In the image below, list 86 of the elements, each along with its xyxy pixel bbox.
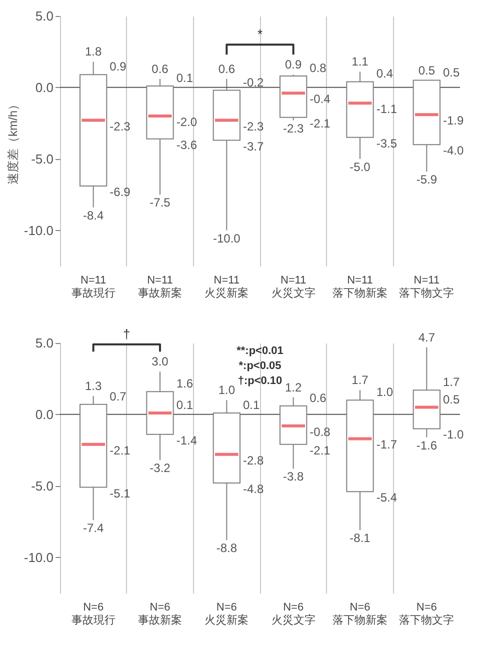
annotation: 0.7 bbox=[110, 389, 127, 404]
x-tick-label: N=6 火災文字 bbox=[271, 602, 316, 626]
annotation: 0.4 bbox=[376, 66, 394, 81]
annotation: -2.1 bbox=[110, 443, 131, 458]
annotation: -2.3 bbox=[243, 119, 264, 134]
annotation: -8.4 bbox=[82, 208, 104, 222]
y-tick-label: -5.0 bbox=[31, 151, 54, 166]
annotation: 0.8 bbox=[310, 61, 327, 75]
x-tick-label: N=6 火災新案 bbox=[204, 602, 249, 626]
annotation: -8.8 bbox=[216, 541, 238, 556]
x-tick-label: N=6 事故現行 bbox=[71, 602, 116, 626]
annotation: -1.4 bbox=[176, 433, 198, 448]
annotation: -3.7 bbox=[243, 139, 264, 154]
annotation: -3.5 bbox=[376, 136, 398, 150]
annotation: -1.7 bbox=[376, 438, 398, 452]
y-tick-label: -5.0 bbox=[31, 478, 54, 494]
y-tick-label: 5.0 bbox=[35, 336, 54, 350]
annotation: -0.2 bbox=[243, 75, 264, 90]
annotation: 4.7 bbox=[418, 330, 436, 344]
annotation: 1.6 bbox=[176, 376, 194, 391]
annotation: * bbox=[257, 26, 263, 42]
annotation: -1.1 bbox=[376, 102, 398, 116]
x-tick-label: N=6 落下物新案 bbox=[332, 602, 388, 626]
annotation: 1.3 bbox=[84, 378, 102, 393]
annotation: -1.6 bbox=[416, 438, 438, 452]
x-tick-label: N=11 落下物新案 bbox=[332, 274, 388, 300]
y-tick-label: -10.0 bbox=[24, 550, 54, 565]
annotation: -2.1 bbox=[310, 116, 331, 130]
annotation: -1.0 bbox=[443, 428, 464, 442]
annotation: -3.6 bbox=[176, 138, 198, 152]
y-tick-label: 0.0 bbox=[35, 80, 54, 95]
annotation: *:p<0.05 bbox=[238, 360, 282, 372]
x-tick-label: N=11 火災新案 bbox=[204, 274, 249, 300]
annotation: 0.6 bbox=[310, 390, 327, 405]
annotation: -1.9 bbox=[443, 114, 464, 128]
annotation: 0.1 bbox=[243, 398, 260, 412]
y-tick-label: 0.0 bbox=[35, 406, 54, 422]
annotation: -2.3 bbox=[282, 121, 304, 136]
annotation: 1.1 bbox=[352, 54, 369, 69]
annotation: -5.1 bbox=[110, 486, 131, 500]
text: † bbox=[123, 326, 130, 342]
annotation: -3.8 bbox=[282, 470, 304, 484]
annotation: -4.8 bbox=[243, 482, 264, 496]
annotation: 0.9 bbox=[284, 58, 302, 72]
x-tick-label: N=6 事故新案 bbox=[138, 602, 182, 626]
x-tick-label: N=11 事故新案 bbox=[138, 274, 182, 300]
y-tick-label: -10.0 bbox=[24, 222, 54, 238]
annotation: -0.4 bbox=[310, 92, 331, 106]
annotation: 1.7 bbox=[352, 373, 369, 388]
annotation: -3.2 bbox=[150, 461, 171, 476]
y-axis-title: 速度差（km/h） bbox=[6, 98, 20, 185]
annotation: -5.4 bbox=[376, 490, 398, 505]
annotation: -2.8 bbox=[243, 453, 264, 468]
annotation: 0.5 bbox=[443, 392, 460, 406]
annotation: 0.5 bbox=[418, 63, 436, 78]
annotation: 0.5 bbox=[443, 65, 460, 80]
x-tick-label: N=11 事故現行 bbox=[71, 274, 116, 300]
annotation: 1.7 bbox=[443, 375, 460, 390]
x-tick-label: N=11 火災文字 bbox=[271, 274, 316, 300]
annotation: -0.8 bbox=[310, 424, 331, 439]
annotation: -7.5 bbox=[150, 196, 171, 210]
annotation: 0.6 bbox=[218, 62, 236, 76]
annotation: 1.8 bbox=[84, 44, 102, 59]
annotation: -7.4 bbox=[82, 521, 104, 536]
annotation: 1.2 bbox=[284, 380, 302, 394]
annotation: -6.9 bbox=[110, 185, 131, 199]
x-tick-label: N=11 落下物文字 bbox=[399, 274, 454, 300]
annotation: -4.0 bbox=[443, 144, 464, 158]
annotation: 1.0 bbox=[218, 383, 236, 398]
annotation: 0.1 bbox=[176, 71, 194, 85]
annotation: -2.1 bbox=[310, 443, 331, 458]
annotation: -2.0 bbox=[176, 115, 198, 129]
annotation: **:p<0.01 bbox=[236, 345, 284, 357]
annotation: 0.9 bbox=[110, 60, 127, 74]
annotation: 0.1 bbox=[176, 398, 194, 412]
x-tick-label: N=6 落下物文字 bbox=[399, 602, 454, 626]
annotation: -8.1 bbox=[350, 531, 371, 546]
annotation: 3.0 bbox=[152, 354, 169, 369]
annotation: -10.0 bbox=[212, 231, 241, 246]
annotation: -2.3 bbox=[110, 119, 131, 134]
annotation: †:p<0.10 bbox=[238, 375, 282, 387]
annotation: 0.6 bbox=[152, 62, 169, 76]
annotation: -5.9 bbox=[416, 172, 438, 187]
annotation: 1.0 bbox=[376, 385, 394, 400]
annotation: -5.0 bbox=[350, 160, 371, 174]
y-tick-label: 5.0 bbox=[35, 8, 54, 24]
